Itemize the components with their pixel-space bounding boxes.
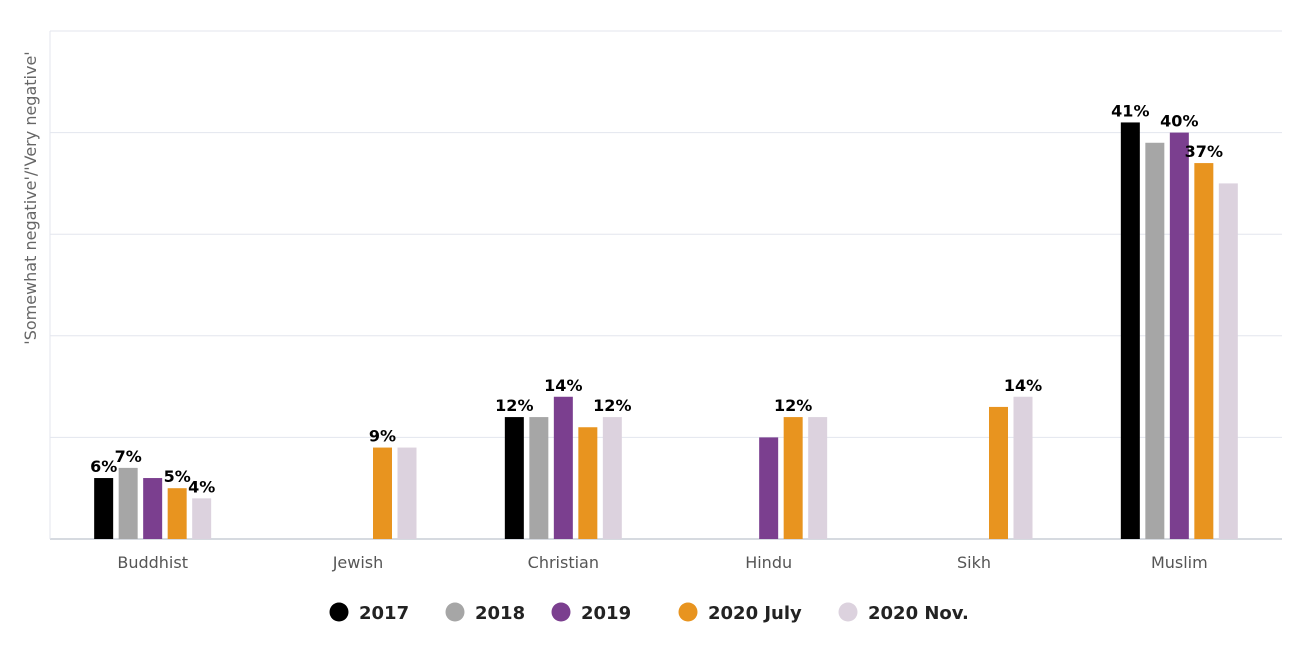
legend-item[interactable]: 2020 July (678, 602, 803, 625)
data-label: 12% (774, 396, 812, 415)
data-label: 12% (495, 396, 533, 415)
data-label: 37% (1185, 142, 1223, 161)
legend-item[interactable]: 2019 (551, 602, 632, 625)
data-label: 7% (115, 447, 142, 466)
legend-label: 2019 (581, 603, 631, 624)
bar-muslim-2017 (1120, 122, 1140, 539)
bar-buddhist-2020-july (167, 488, 187, 539)
bar-muslim-2019 (1169, 132, 1189, 539)
bar-buddhist-2020-nov- (192, 498, 212, 539)
y-axis-label: 'Somewhat negative'/'Very negative' (21, 51, 40, 344)
legend-label: 2020 July (708, 603, 802, 624)
x-tick-label: Jewish (332, 553, 384, 572)
bar-buddhist-2017 (94, 478, 114, 539)
bar-sikh-2020-nov- (1013, 396, 1033, 539)
data-label: 14% (544, 376, 582, 395)
x-tick-label: Muslim (1151, 553, 1208, 572)
legend-item[interactable]: 2020 Nov. (838, 602, 969, 625)
bar-jewish-2020-nov- (397, 447, 417, 539)
bar-jewish-2020-july (373, 447, 392, 539)
x-tick-label: Sikh (957, 553, 991, 572)
data-label: 41% (1111, 101, 1149, 120)
legend-marker (551, 602, 571, 622)
bar-hindu-2020-july (783, 417, 803, 539)
legend-marker (678, 602, 698, 622)
legend-marker (445, 602, 465, 622)
legend-item[interactable]: 2018 (445, 602, 526, 625)
data-label: 5% (164, 467, 191, 486)
gridlines (49, 30, 1282, 540)
data-label: 4% (188, 477, 215, 496)
legend-label: 2017 (359, 603, 409, 624)
bar-muslim-2020-nov- (1218, 183, 1238, 539)
bar-christian-2020-july (578, 427, 598, 539)
bar-christian-2020-nov- (602, 417, 622, 539)
data-label: 9% (369, 427, 396, 446)
data-labels: 6%7% 5%4% 9% 12% 14% 12% 12% 14% 41% 40% 37% (90, 101, 1223, 496)
legend-marker (329, 602, 349, 622)
x-tick-label: Christian (528, 553, 599, 572)
x-tick-label: Hindu (745, 553, 792, 572)
bar-christian-2017 (504, 417, 524, 539)
legend-item[interactable]: 2017 (329, 602, 410, 625)
bar-buddhist-2018 (118, 467, 138, 539)
bar-buddhist-2019 (143, 478, 163, 539)
data-label: 6% (90, 457, 117, 476)
bar-muslim-2020-july (1194, 163, 1214, 539)
bar-sikh-2020-july (989, 406, 1008, 539)
legend: 2017 2018 2019 2020 July 2020 Nov. (329, 602, 969, 625)
bar-hindu-2020-nov- (808, 417, 828, 539)
bar-christian-2019 (553, 396, 573, 539)
bar-hindu-2019 (759, 437, 779, 539)
legend-marker (838, 602, 858, 622)
data-label: 12% (593, 396, 631, 415)
bar-muslim-2018 (1145, 142, 1165, 539)
data-label: 14% (1004, 376, 1042, 395)
bars (94, 122, 1238, 539)
data-label: 40% (1160, 112, 1198, 131)
legend-label: 2018 (475, 603, 525, 624)
x-tick-label: Buddhist (117, 553, 188, 572)
x-axis-tick-labels: Buddhist Jewish Christian Hindu Sikh Muslim (117, 553, 1207, 572)
bar-christian-2018 (529, 417, 549, 539)
legend-label: 2020 Nov. (868, 603, 969, 624)
